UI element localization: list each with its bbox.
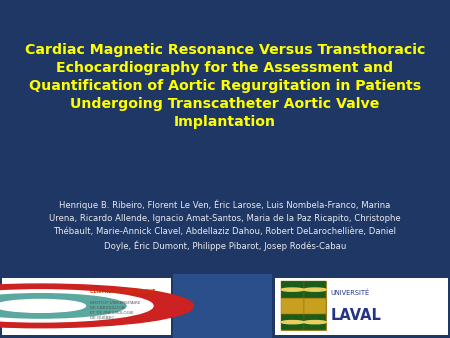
FancyBboxPatch shape: [281, 298, 304, 314]
Circle shape: [304, 320, 326, 324]
Circle shape: [0, 299, 86, 312]
Circle shape: [0, 290, 153, 322]
Text: Henrique B. Ribeiro, Florent Le Ven, Éric Larose, Luis Nombela-Franco, Marina
Ur: Henrique B. Ribeiro, Florent Le Ven, Éri…: [49, 200, 401, 251]
Circle shape: [281, 288, 304, 291]
Circle shape: [304, 288, 326, 291]
FancyBboxPatch shape: [2, 278, 171, 335]
FancyBboxPatch shape: [173, 274, 272, 338]
FancyBboxPatch shape: [304, 282, 326, 298]
Circle shape: [281, 320, 304, 324]
FancyBboxPatch shape: [281, 282, 304, 298]
FancyBboxPatch shape: [281, 282, 326, 330]
FancyBboxPatch shape: [304, 298, 326, 314]
FancyBboxPatch shape: [281, 314, 304, 330]
Text: UNIVERSITÉ: UNIVERSITÉ: [331, 290, 370, 296]
Text: Cardiac Magnetic Resonance Versus Transthoracic
Echocardiography for the Assessm: Cardiac Magnetic Resonance Versus Transt…: [25, 43, 425, 129]
Text: INSTITUT UNIVERSITAIRE
DE CARDIOLOGIE
ET DE PNEUMOLOGIE
DE QUÉBEC: INSTITUT UNIVERSITAIRE DE CARDIOLOGIE ET…: [90, 301, 140, 321]
Circle shape: [0, 284, 194, 328]
FancyBboxPatch shape: [304, 314, 326, 330]
Text: LAVAL: LAVAL: [331, 308, 382, 323]
Circle shape: [0, 294, 126, 318]
Text: CENTRE DE RECHERCHE: CENTRE DE RECHERCHE: [90, 289, 155, 294]
FancyBboxPatch shape: [274, 278, 448, 335]
